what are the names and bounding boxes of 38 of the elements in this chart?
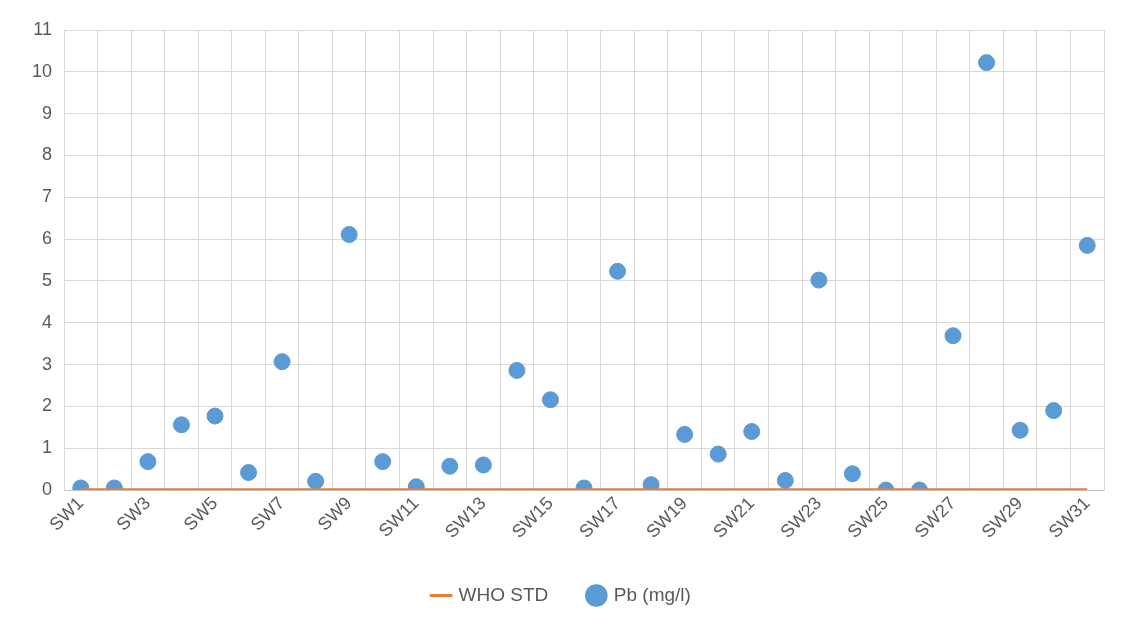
point (374, 453, 392, 471)
y-tick-label: 10 (31, 60, 53, 81)
point (776, 471, 794, 489)
point (676, 425, 694, 443)
point (609, 262, 627, 280)
y-tick-label: 7 (42, 186, 53, 207)
y-tick-label: 2 (42, 395, 53, 416)
point (810, 271, 828, 289)
y-tick-label: 4 (42, 311, 53, 332)
y-tick-label: 3 (42, 353, 53, 374)
y-tick-label: 11 (33, 18, 53, 39)
y-tick-label: 0 (42, 479, 53, 500)
legend-label: WHO STD (458, 583, 549, 605)
point (944, 327, 962, 345)
point (240, 464, 258, 481)
point (273, 353, 291, 371)
point (709, 445, 727, 463)
point (843, 465, 861, 483)
point (139, 453, 157, 471)
y-tick-label: 1 (42, 437, 53, 458)
point (172, 416, 190, 434)
point (441, 457, 459, 475)
point (743, 423, 761, 441)
y-tick-label: 8 (42, 144, 53, 165)
point (1078, 236, 1096, 254)
point (978, 54, 996, 72)
point (307, 472, 325, 490)
point (474, 456, 492, 474)
point (340, 226, 358, 244)
point (206, 407, 224, 425)
point (541, 391, 559, 409)
y-tick-label: 6 (42, 228, 53, 249)
legend-label: Pb (mg/l) (613, 583, 691, 605)
point (1011, 421, 1029, 439)
point (508, 361, 526, 379)
y-tick-label: 5 (42, 269, 53, 290)
point (1045, 402, 1063, 420)
y-tick-label: 9 (42, 102, 53, 123)
